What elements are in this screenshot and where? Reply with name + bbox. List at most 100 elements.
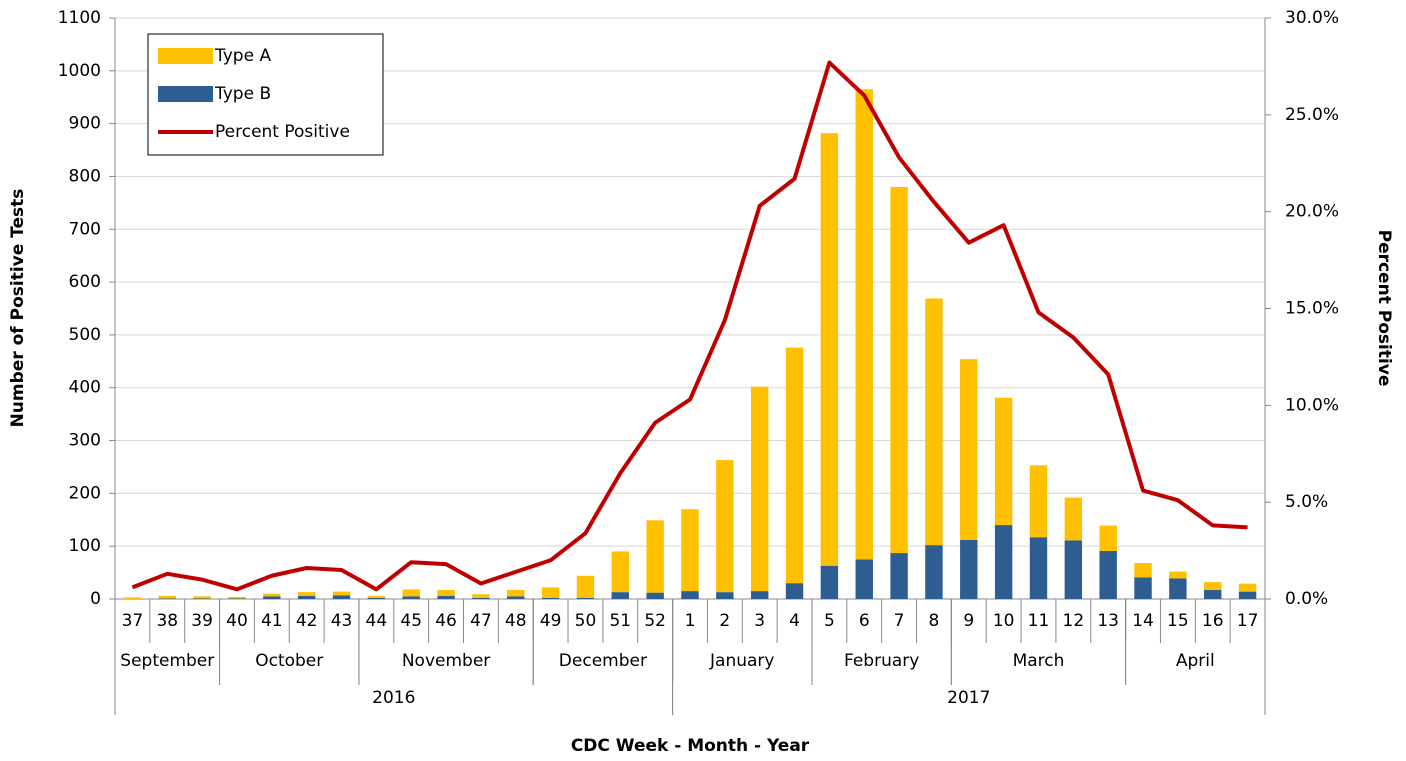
bar [193,596,211,599]
bar [994,397,1013,526]
bar [402,589,420,597]
group-label: November [402,651,490,671]
x-tick-label: 6 [859,611,870,631]
bar [785,583,804,599]
bar [750,591,769,599]
x-tick-label: 47 [470,611,492,631]
bar [681,591,699,599]
group-label: April [1176,651,1215,671]
x-tick-label: 3 [754,611,765,631]
x-tick-label: 41 [261,611,283,631]
bar [855,89,873,560]
group-label: January [709,651,774,671]
bar [925,545,943,599]
y2-tick-label: 10.0% [1285,395,1339,415]
bar [994,525,1013,599]
y-tick-label: 600 [69,272,101,292]
y-tick-label: 900 [69,114,101,134]
x-tick-label: 15 [1167,611,1189,631]
x-tick-label: 5 [824,611,835,631]
x-tick-label: 51 [609,611,631,631]
x-tick-label: 49 [540,611,562,631]
legend-swatch [158,86,213,102]
bar [1169,571,1187,579]
bar [681,509,699,592]
bar [646,592,664,599]
y-tick-label: 300 [69,431,101,451]
group-label: February [844,651,919,671]
line-series [131,60,1248,592]
bar [1064,540,1083,599]
x-tick-label: 39 [191,611,213,631]
legend-label: Type B [214,84,271,104]
bar [541,597,560,599]
bar [158,595,176,599]
bar [402,596,420,599]
bar [750,386,769,592]
y-tick-label: 100 [69,536,101,556]
bar [1099,525,1117,551]
legend-label: Type A [214,46,271,66]
x-tick-label: 38 [156,611,178,631]
bar [332,591,351,596]
group-label: December [559,651,647,671]
x-tick-label: 42 [296,611,318,631]
bar [576,597,595,599]
group-label: 2017 [947,688,990,708]
bar [1204,590,1222,599]
y2-tick-label: 0.0% [1285,589,1328,609]
bar [332,595,351,599]
bar [367,595,386,598]
x-tick-label: 16 [1202,611,1224,631]
x-tick-label: 14 [1132,611,1154,631]
x-tick-label: 4 [789,611,800,631]
y-tick-label: 700 [69,219,101,239]
bar [890,553,908,599]
bar [263,593,281,597]
y-tick-label: 1000 [58,61,101,81]
y-tick-label: 400 [69,378,101,398]
x-tick-label: 43 [331,611,353,631]
x-tick-label: 12 [1063,611,1085,631]
bar [960,539,978,599]
x-tick-label: 9 [963,611,974,631]
bar [193,598,211,599]
bar [1238,583,1257,592]
bar [716,592,734,599]
x-tick-label: 8 [929,611,940,631]
x-tick-label: 1 [685,611,696,631]
bar [1204,582,1222,591]
bar [507,590,525,597]
bar [472,597,490,599]
bar [785,347,804,584]
y2-tick-label: 25.0% [1285,105,1339,125]
bar [297,592,316,596]
bar [297,595,316,599]
y-tick-label: 200 [69,483,101,503]
x-tick-label: 37 [122,611,144,631]
x-tick-label: 46 [435,611,457,631]
bar [1099,550,1117,599]
bar [1238,591,1257,599]
x-axis-title: CDC Week - Month - Year [571,736,810,756]
bar [367,597,386,599]
group-label: 2016 [372,688,415,708]
bar [925,298,943,546]
bar [855,559,873,599]
y-tick-label: 1100 [58,8,101,28]
x-tick-label: 7 [894,611,905,631]
group-label: September [120,651,214,671]
x-tick-label: 17 [1237,611,1259,631]
x-tick-label: 48 [505,611,527,631]
bar [1134,563,1152,578]
bar [890,187,908,554]
bar [1029,537,1048,599]
y-tick-label: 800 [69,166,101,186]
group-label: March [1013,651,1065,671]
bar [820,565,839,599]
bar [716,460,734,593]
bar [228,596,246,599]
y2-axis-title: Percent Positive [1374,230,1394,387]
bar [1169,578,1187,599]
